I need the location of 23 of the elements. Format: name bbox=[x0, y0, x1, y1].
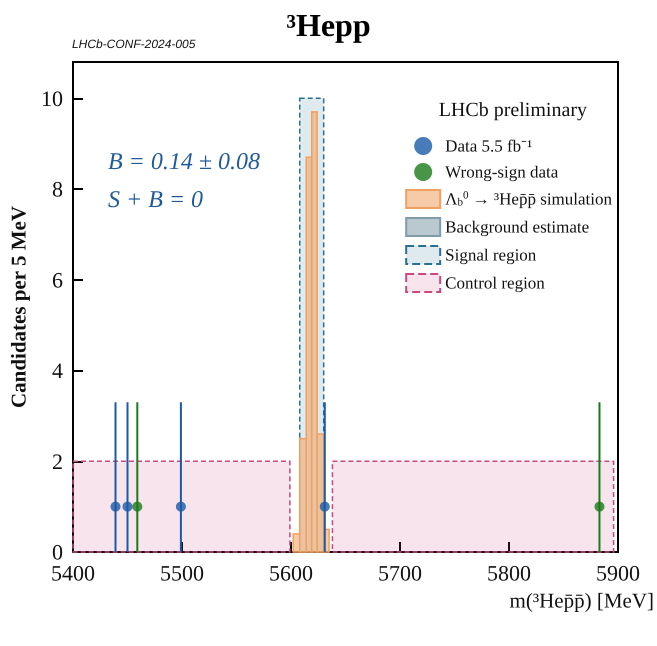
legend-label: Wrong-sign data bbox=[445, 162, 559, 182]
legend-label: Background estimate bbox=[445, 218, 590, 236]
y-axis-title: Candidates per 5 MeV bbox=[6, 206, 30, 408]
x-tick-label: 5600 bbox=[269, 560, 313, 586]
annotation: S + B = 0 bbox=[108, 187, 204, 213]
annotation: B = 0.14 ± 0.08 bbox=[108, 149, 260, 175]
y-tick-label: 6 bbox=[52, 267, 63, 292]
y-tick-label: 4 bbox=[52, 358, 63, 384]
chart-title: ³Hepp bbox=[286, 7, 371, 43]
legend-label: Data 5.5 fb⁻¹ bbox=[445, 136, 532, 156]
text: LHCb-CONF-2024-005 bbox=[72, 37, 196, 51]
legend-label: Control region bbox=[445, 274, 546, 292]
x-tick-label: 5700 bbox=[378, 560, 422, 586]
x-tick-label: 5500 bbox=[160, 560, 204, 586]
y-tick-label: 2 bbox=[52, 448, 63, 474]
x-tick-label: 5900 bbox=[596, 560, 640, 586]
legend-title: LHCb preliminary bbox=[438, 99, 588, 121]
x-tick-label: 5800 bbox=[487, 560, 531, 586]
legend-label: Signal region bbox=[445, 246, 537, 264]
legend-label: Λb0 → ³Hep̄p̄ simulation bbox=[445, 190, 612, 208]
y-tick-label: 8 bbox=[52, 176, 63, 202]
x-axis-title: m(³Hep̄p̄) [MeV] bbox=[510, 588, 654, 612]
y-tick-label: 10 bbox=[41, 86, 63, 111]
